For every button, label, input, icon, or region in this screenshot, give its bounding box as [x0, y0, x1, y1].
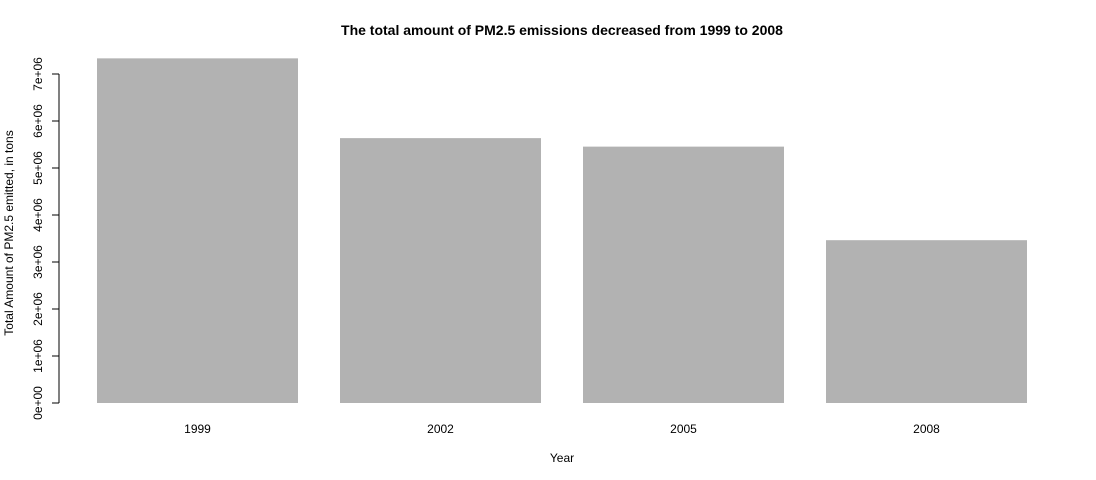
- bar-1999: [97, 58, 298, 403]
- x-tick-label: 2008: [913, 422, 940, 436]
- y-axis-label: Total Amount of PM2.5 emitted, in tons: [2, 130, 16, 335]
- x-tick-labels: 1999 2002 2005 2008: [184, 422, 940, 436]
- bar-2005: [583, 146, 784, 403]
- y-tick-label: 1e+06: [31, 339, 45, 373]
- y-tick-label: 6e+06: [31, 104, 45, 138]
- x-tick-label: 2002: [427, 422, 454, 436]
- chart-title: The total amount of PM2.5 emissions decr…: [341, 22, 783, 38]
- bar-2008: [826, 240, 1027, 403]
- y-tick-label: 2e+06: [31, 292, 45, 326]
- x-axis-label: Year: [550, 451, 574, 465]
- y-tick-label: 4e+06: [31, 198, 45, 232]
- y-tick-label: 5e+06: [31, 151, 45, 185]
- y-tick-label: 0e+00: [31, 386, 45, 420]
- x-tick-label: 1999: [184, 422, 211, 436]
- y-tick-label: 3e+06: [31, 245, 45, 279]
- y-axis: 0e+00 1e+06 2e+06 3e+06 4e+06 5e+06 6e+06 7e+06: [31, 57, 60, 420]
- bar-2002: [340, 138, 541, 403]
- y-tick-label: 7e+06: [31, 57, 45, 91]
- bars-group: [97, 58, 1027, 403]
- x-tick-label: 2005: [670, 422, 697, 436]
